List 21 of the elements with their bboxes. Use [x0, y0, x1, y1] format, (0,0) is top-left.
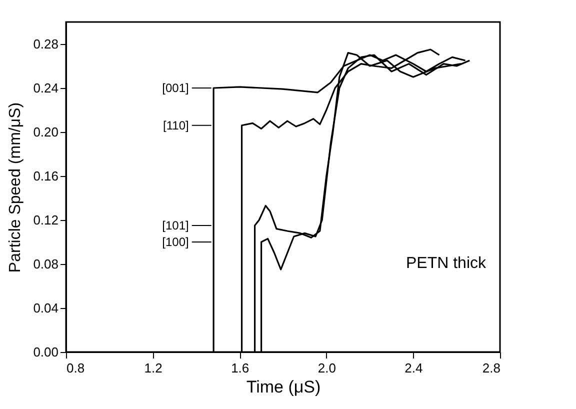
y-tick-label: 0.20: [33, 124, 58, 140]
y-tick-label: 0.00: [33, 344, 58, 360]
legend-label: [100]: [162, 235, 189, 249]
y-tick-label: 0.28: [33, 36, 58, 52]
legend-label: [110]: [163, 118, 189, 132]
x-tick-label: 0.8: [66, 360, 85, 376]
legend-label: [101]: [162, 218, 189, 232]
x-tick-label: 2.0: [318, 360, 336, 376]
x-tick-label: 1.6: [231, 360, 250, 376]
y-axis-title: Particle Speed (mm/μS): [7, 102, 24, 273]
y-tick-label: 0.24: [33, 80, 58, 96]
x-tick-label: 2.8: [482, 360, 500, 376]
x-axis-title: Time (μS): [246, 378, 321, 396]
y-tick-label: 0.08: [33, 256, 58, 272]
y-tick-label: 0.16: [33, 168, 58, 184]
y-tick-label: 0.04: [33, 300, 58, 316]
annotation: PETN thick: [406, 254, 487, 272]
y-tick-label: 0.12: [33, 212, 58, 228]
x-tick-label: 1.2: [144, 360, 162, 376]
legend-label: [001]: [162, 81, 189, 95]
x-tick-label: 2.4: [404, 360, 423, 376]
